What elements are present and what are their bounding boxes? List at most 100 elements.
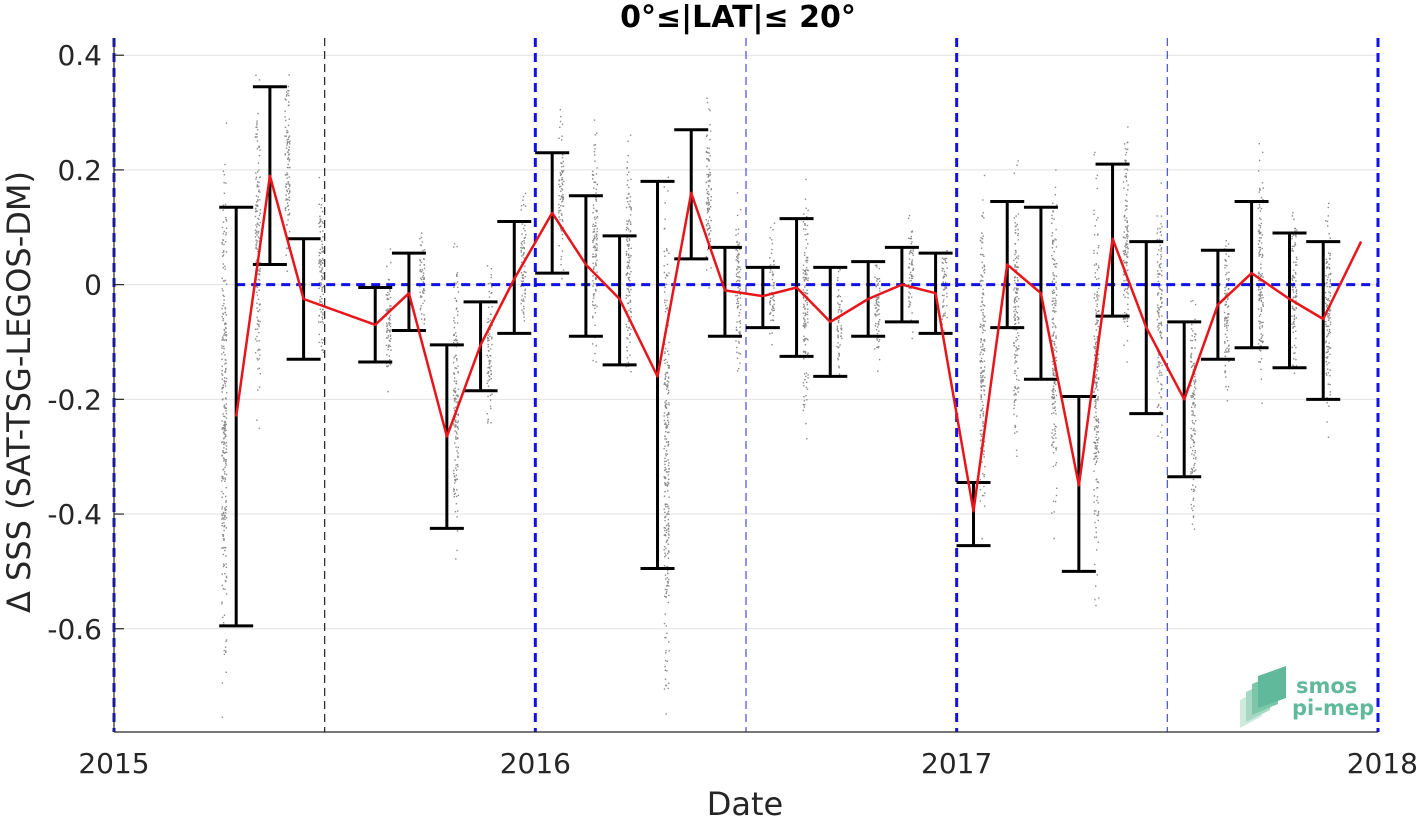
scatter-point (454, 367, 456, 369)
scatter-point (287, 182, 289, 184)
scatter-point (1095, 536, 1098, 538)
scatter-point (1329, 286, 1332, 288)
scatter-point (1054, 325, 1056, 327)
scatter-point (524, 276, 526, 278)
scatter-point (523, 247, 525, 249)
scatter-point (1327, 298, 1329, 300)
scatter-point (664, 404, 666, 406)
scatter-point (454, 479, 456, 481)
scatter-point (912, 269, 914, 271)
scatter-point (1051, 222, 1053, 224)
scatter-point (594, 249, 596, 252)
scatter-point (735, 249, 737, 251)
scatter-point (1124, 148, 1127, 150)
scatter-point (1192, 412, 1194, 414)
scatter-point (592, 297, 595, 299)
scatter-point (257, 217, 259, 220)
scatter-point (488, 359, 490, 362)
scatter-point (664, 255, 666, 257)
scatter-point (284, 207, 286, 210)
scatter-point (737, 305, 739, 308)
scatter-point (1226, 272, 1228, 274)
scatter-point (1161, 301, 1163, 303)
scatter-point (1125, 172, 1127, 175)
scatter-point (222, 588, 224, 590)
scatter-point (424, 318, 426, 320)
scatter-point (456, 339, 458, 342)
scatter-point (320, 275, 323, 277)
scatter-point (489, 405, 492, 408)
scatter-point (222, 565, 225, 568)
scatter-point (709, 179, 711, 181)
scatter-point (942, 268, 945, 270)
scatter-point (321, 261, 323, 264)
scatter-point (941, 267, 943, 270)
scatter-point (627, 248, 630, 250)
scatter-point (1260, 276, 1262, 278)
scatter-point (878, 277, 881, 280)
scatter-point (630, 371, 632, 373)
scatter-point (457, 396, 459, 398)
scatter-point (666, 275, 669, 277)
scatter-point (943, 329, 945, 332)
scatter-point (1227, 279, 1230, 282)
scatter-point (1156, 326, 1159, 328)
scatter-point (596, 217, 598, 219)
scatter-point (663, 622, 666, 625)
scatter-point (259, 268, 261, 270)
scatter-point (838, 317, 840, 320)
x-tick-label: 2017 (921, 747, 992, 780)
scatter-point (387, 365, 389, 367)
scatter-point (455, 478, 457, 481)
scatter-point (664, 277, 667, 279)
scatter-point (225, 434, 227, 436)
scatter-point (491, 343, 493, 346)
scatter-point (1259, 291, 1261, 293)
scatter-point (457, 394, 459, 397)
scatter-point (1261, 334, 1264, 337)
scatter-point (486, 354, 488, 356)
scatter-point (487, 356, 489, 358)
scatter-point (593, 304, 595, 307)
scatter-point (908, 237, 910, 239)
scatter-point (911, 241, 913, 243)
scatter-point (707, 190, 709, 193)
scatter-point (909, 301, 912, 304)
scatter-point (941, 294, 944, 296)
scatter-point (321, 267, 323, 269)
scatter-point (591, 173, 594, 176)
scatter-point (1098, 245, 1100, 247)
scatter-point (256, 210, 258, 212)
scatter-point (256, 357, 258, 360)
scatter-point (1013, 300, 1016, 303)
scatter-point (739, 288, 741, 290)
scatter-point (1095, 456, 1097, 458)
scatter-point (256, 124, 258, 126)
scatter-point (594, 218, 596, 220)
scatter-point (736, 321, 738, 323)
scatter-point (1126, 340, 1129, 342)
scatter-point (879, 319, 881, 321)
scatter-point (1015, 215, 1017, 217)
scatter-point (663, 546, 666, 548)
scatter-point (1227, 316, 1229, 318)
scatter-point (1259, 328, 1261, 330)
scatter-point (1093, 406, 1096, 408)
scatter-point (256, 302, 258, 304)
scatter-point (1053, 397, 1056, 399)
scatter-point (1053, 423, 1055, 425)
scatter-point (596, 237, 598, 239)
scatter-point (455, 558, 457, 560)
scatter-point (1094, 426, 1096, 428)
scatter-point (256, 204, 258, 206)
scatter-point (1017, 257, 1019, 260)
scatter-point (592, 246, 595, 248)
scatter-point (907, 284, 910, 286)
scatter-point (1190, 360, 1192, 363)
scatter-point (1260, 333, 1262, 335)
scatter-point (626, 220, 628, 222)
scatter-point (1190, 357, 1192, 359)
scatter-point (1194, 339, 1197, 341)
scatter-point (454, 391, 456, 393)
scatter-point (221, 514, 223, 517)
